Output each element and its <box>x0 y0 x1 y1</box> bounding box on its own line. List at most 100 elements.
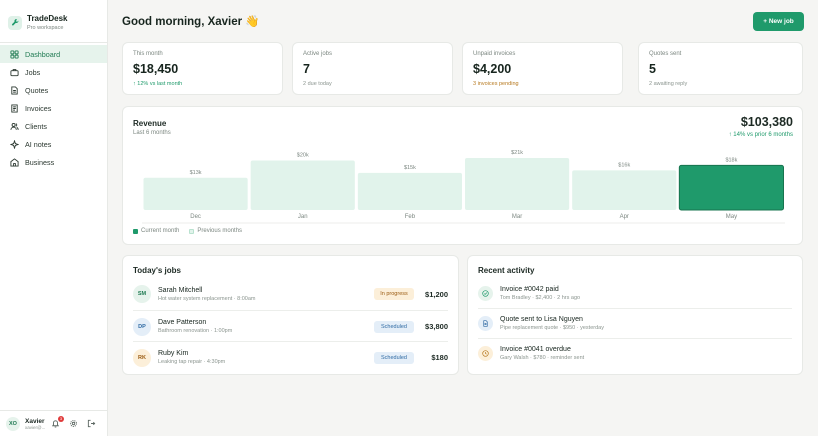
revenue-change: ↑ 14% vs prior 6 months <box>728 132 793 138</box>
job-row[interactable]: RK Ruby Kim Leaking tap repair · 4:30pm … <box>133 341 448 373</box>
user-name: Xavier <box>25 417 45 425</box>
page-title: Good morning, Xavier 👋 <box>122 16 260 28</box>
job-amount: $180 <box>431 353 448 362</box>
bar-feb[interactable] <box>357 172 462 210</box>
status-badge: Scheduled <box>374 351 414 364</box>
bar-mar[interactable] <box>465 158 570 210</box>
new-job-button[interactable]: + New job <box>753 12 804 31</box>
stat-value: 7 <box>303 62 310 76</box>
stat-label: Quotes sent <box>649 51 682 57</box>
bar-value-label: $16k <box>618 162 630 168</box>
logout-button[interactable] <box>87 419 97 429</box>
user-email: xavier@... <box>25 424 46 430</box>
bar-may[interactable] <box>678 164 784 211</box>
revenue-total: $103,380 <box>740 115 793 129</box>
revenue-subtitle: Last 6 months <box>133 130 171 136</box>
stat-value: $18,450 <box>133 62 179 76</box>
brand-name: TradeDesk <box>27 14 68 23</box>
activity-description: Pipe replacement quote · $950 · yesterda… <box>500 325 604 331</box>
briefcase-icon <box>10 68 19 76</box>
sidebar-item-clients[interactable]: Clients <box>0 117 107 135</box>
stat-sub: 3 invoices pending <box>473 81 519 87</box>
avatar: RK <box>133 348 151 367</box>
legend-current: Current month <box>133 228 179 234</box>
sidebar-item-invoices[interactable]: Invoices <box>0 99 107 117</box>
stat-sub: 2 due today <box>303 81 332 87</box>
bar-value-label: $18k <box>725 157 737 163</box>
sparkle-icon <box>10 139 19 149</box>
sidebar-item-jobs[interactable]: Jobs <box>0 63 107 81</box>
x-tick-label: Jan <box>298 214 308 220</box>
bar-apr[interactable] <box>572 170 677 210</box>
sidebar-item-dashboard[interactable]: Dashboard <box>0 45 107 63</box>
sidebar-item-label: Quotes <box>25 85 49 95</box>
sidebar-item-label: Business <box>25 157 55 167</box>
sidebar-item-label: Dashboard <box>25 49 61 59</box>
x-tick-label: Apr <box>620 214 629 220</box>
job-client-name: Dave Patterson <box>158 319 207 326</box>
check-icon <box>478 285 493 301</box>
job-description: Hot water system replacement · 8:00am <box>158 295 256 302</box>
todays-jobs-card: Today's jobs SM Sarah Mitchell Hot water… <box>122 255 459 375</box>
job-client-name: Ruby Kim <box>158 350 189 357</box>
legend-swatch-previous <box>189 228 195 234</box>
building-icon <box>10 157 19 167</box>
invoice-icon <box>11 103 18 113</box>
notifications-button[interactable]: 3 <box>51 415 64 429</box>
legend-previous: Previous months <box>189 228 242 234</box>
stat-value: 5 <box>649 62 656 76</box>
sidebar-footer: XO Xavier xavier@... 3 <box>0 410 108 436</box>
activity-item[interactable]: Quote sent to Lisa Nguyen Pipe replaceme… <box>478 308 792 338</box>
stat-card-quotes-sent: Quotes sent 5 2 awaiting reply <box>638 42 803 95</box>
legend-label: Previous months <box>197 228 243 234</box>
activity-description: Gary Walsh · $780 · reminder sent <box>500 355 585 361</box>
document-icon <box>478 316 493 331</box>
job-description: Bathroom renovation · 1:00pm <box>158 328 233 334</box>
panel-title: Today's jobs <box>133 266 181 275</box>
stat-card-this-month: This month $18,450 ↑ 12% vs last month <box>122 42 283 95</box>
bar-value-label: $13k <box>190 170 202 176</box>
workspace-label: Pro workspace <box>27 25 64 31</box>
revenue-card: Revenue Last 6 months $103,380 ↑ 14% vs … <box>122 106 803 245</box>
activity-description: Tom Bradley · $2,400 · 2 hrs ago <box>500 294 581 301</box>
sidebar-item-label: Invoices <box>25 103 52 113</box>
brand[interactable]: TradeDesk Pro workspace <box>0 0 107 36</box>
bar-value-label: $20k <box>297 152 309 158</box>
activity-item[interactable]: Invoice #0042 paid Tom Bradley · $2,400 … <box>478 278 792 308</box>
job-row[interactable]: SM Sarah Mitchell Hot water system repla… <box>133 278 448 310</box>
main-content: Good morning, Xavier 👋 + New job This mo… <box>108 0 818 436</box>
job-client-name: Sarah Mitchell <box>158 286 203 294</box>
revenue-chart: $13k Dec $20k Jan $15k Feb $21k Mar $16k Apr $18k M… <box>142 150 785 224</box>
sidebar-item-business[interactable]: Business <box>0 153 107 171</box>
logout-icon <box>87 419 96 427</box>
clock-icon <box>478 346 493 361</box>
panel-title: Recent activity <box>478 266 535 275</box>
job-row[interactable]: DP Dave Patterson Bathroom renovation · … <box>133 310 448 342</box>
bell-icon <box>51 419 60 428</box>
status-badge: In progress <box>374 288 414 300</box>
legend-swatch-current <box>133 228 138 234</box>
bar-dec[interactable] <box>143 177 248 210</box>
x-tick-label: Mar <box>512 214 522 220</box>
job-amount: $3,800 <box>425 322 448 331</box>
avatar[interactable]: XO <box>6 416 20 431</box>
sidebar-item-quotes[interactable]: Quotes <box>0 81 107 99</box>
grid-icon <box>10 49 19 59</box>
activity-item[interactable]: Invoice #0041 overdue Gary Walsh · $780 … <box>478 338 792 368</box>
sidebar: TradeDesk Pro workspace Dashboard Jobs Q… <box>0 0 108 436</box>
avatar: SM <box>133 285 151 303</box>
job-description: Leaking tap repair · 4:30pm <box>158 359 226 365</box>
notification-badge: 3 <box>58 415 64 422</box>
x-tick-label: Feb <box>405 214 416 220</box>
x-tick-label: Dec <box>190 214 201 220</box>
stat-label: Unpaid invoices <box>473 51 516 57</box>
sidebar-nav: Dashboard Jobs Quotes Invoices Clients A… <box>0 45 107 171</box>
stat-card-unpaid-invoices: Unpaid invoices $4,200 3 invoices pendin… <box>462 42 623 95</box>
stat-sub: ↑ 12% vs last month <box>133 81 183 87</box>
stat-sub: 2 awaiting reply <box>649 81 688 87</box>
bar-jan[interactable] <box>250 160 355 210</box>
settings-button[interactable] <box>69 419 79 429</box>
activity-title: Invoice #0041 overdue <box>500 346 571 353</box>
sidebar-item-ai-notes[interactable]: AI notes <box>0 135 107 153</box>
users-icon <box>10 122 19 130</box>
